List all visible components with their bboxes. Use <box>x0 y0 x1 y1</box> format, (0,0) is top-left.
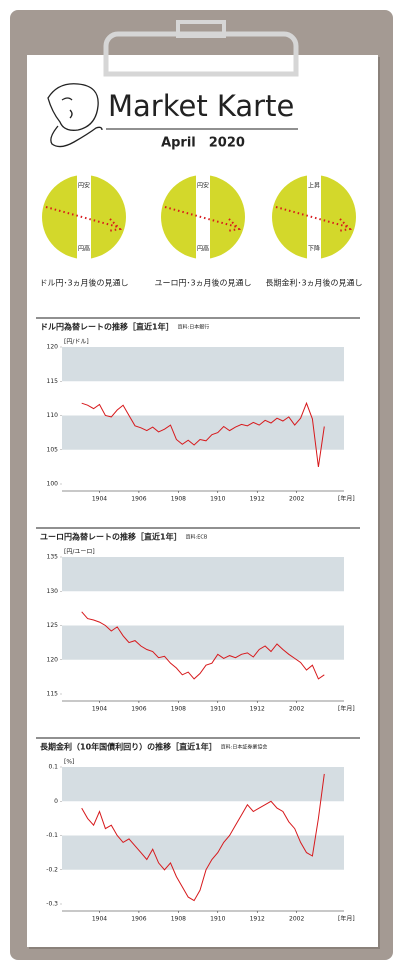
outlook-top: 上昇 <box>308 182 320 190</box>
chart-source: 資料:日本証券業協会 <box>221 744 268 751</box>
outlook-arrow-head <box>226 218 242 232</box>
logo <box>47 83 103 148</box>
x-tick-label: 1910 <box>210 706 225 713</box>
x-tick-label: 1904 <box>92 496 107 503</box>
outlook-caption: ユーロ円･3ヵ月後の見通し <box>154 278 251 288</box>
clip <box>103 31 299 77</box>
x-tick-label: 1908 <box>171 916 186 923</box>
chart-title: 長期金利（10年国債利回り）の推移［直近1年］ <box>40 742 217 752</box>
outlook-strip <box>196 175 210 259</box>
x-axis-label: [年月] <box>338 915 355 923</box>
y-tick-label: -0.2 <box>46 866 58 873</box>
clip-top <box>176 20 226 38</box>
y-tick-label: 130 <box>47 588 59 595</box>
unit-label: [円/ドル] <box>64 339 89 346</box>
chart-title: ドル円為替レートの推移［直近1年］ <box>40 322 174 332</box>
x-tick-label: 2002 <box>289 706 304 713</box>
chart-source: 資料:日本銀行 <box>178 324 210 331</box>
outlook-arrow-head <box>337 218 353 232</box>
band <box>62 767 344 802</box>
band <box>62 557 344 592</box>
band <box>62 415 344 450</box>
outlook-caption: ドル円･3ヵ月後の見通し <box>39 278 128 288</box>
x-tick-label: 1908 <box>171 706 186 713</box>
y-tick-label: 0.1 <box>48 764 58 771</box>
outlook-arrow-head <box>107 218 123 232</box>
y-tick-label: 120 <box>47 344 59 351</box>
y-tick-label: 120 <box>47 656 59 663</box>
title: Market Karte <box>108 89 294 123</box>
y-tick-label: 125 <box>47 622 59 629</box>
outlook-bottom: 円高 <box>197 245 209 253</box>
x-axis-label: [年月] <box>338 495 355 503</box>
x-tick-label: 2002 <box>289 496 304 503</box>
date: April 2020 <box>161 136 245 151</box>
data-line <box>81 773 325 902</box>
outlook-bottom: 円高 <box>78 245 90 253</box>
band <box>62 625 344 660</box>
x-tick-label: 1908 <box>171 496 186 503</box>
outlook-arrow <box>45 206 119 228</box>
outlook-arrow <box>164 206 238 228</box>
outlook-strip <box>77 175 91 259</box>
y-tick-label: 105 <box>47 446 59 453</box>
outlook-strip <box>307 175 321 259</box>
y-tick-label: 110 <box>47 412 59 419</box>
y-tick-label: 115 <box>47 691 59 698</box>
outlook-arrow <box>275 206 349 228</box>
x-tick-label: 1912 <box>250 706 265 713</box>
y-tick-label: -0.1 <box>46 832 58 839</box>
outlook-bottom: 下降 <box>308 245 320 253</box>
x-tick-label: 1910 <box>210 496 225 503</box>
x-tick-label: 2002 <box>289 916 304 923</box>
outlook-caption: 長期金利･3ヵ月後の見通し <box>265 278 362 288</box>
chart-source: 資料:ECB <box>186 534 208 541</box>
x-tick-label: 1904 <box>92 706 107 713</box>
x-tick-label: 1904 <box>92 916 107 923</box>
x-tick-label: 1906 <box>131 706 146 713</box>
x-tick-label: 1906 <box>131 916 146 923</box>
chart-title: ユーロ円為替レートの推移［直近1年］ <box>40 532 182 542</box>
outlook-top: 円安 <box>78 182 90 190</box>
y-tick-label: 0 <box>54 798 58 805</box>
band <box>62 347 344 382</box>
unit-label: [円/ユーロ] <box>64 549 95 556</box>
band <box>62 835 344 870</box>
y-tick-label: 100 <box>47 481 59 488</box>
x-tick-label: 1912 <box>250 496 265 503</box>
y-tick-label: 115 <box>47 378 59 385</box>
outlook-top: 円安 <box>197 182 209 190</box>
x-tick-label: 1912 <box>250 916 265 923</box>
y-tick-label: 135 <box>47 554 59 561</box>
data-line <box>81 611 325 680</box>
x-tick-label: 1910 <box>210 916 225 923</box>
y-tick-label: -0.3 <box>46 901 58 908</box>
unit-label: [%] <box>64 759 74 766</box>
x-tick-label: 1906 <box>131 496 146 503</box>
x-axis-label: [年月] <box>338 705 355 713</box>
data-line <box>81 401 325 467</box>
